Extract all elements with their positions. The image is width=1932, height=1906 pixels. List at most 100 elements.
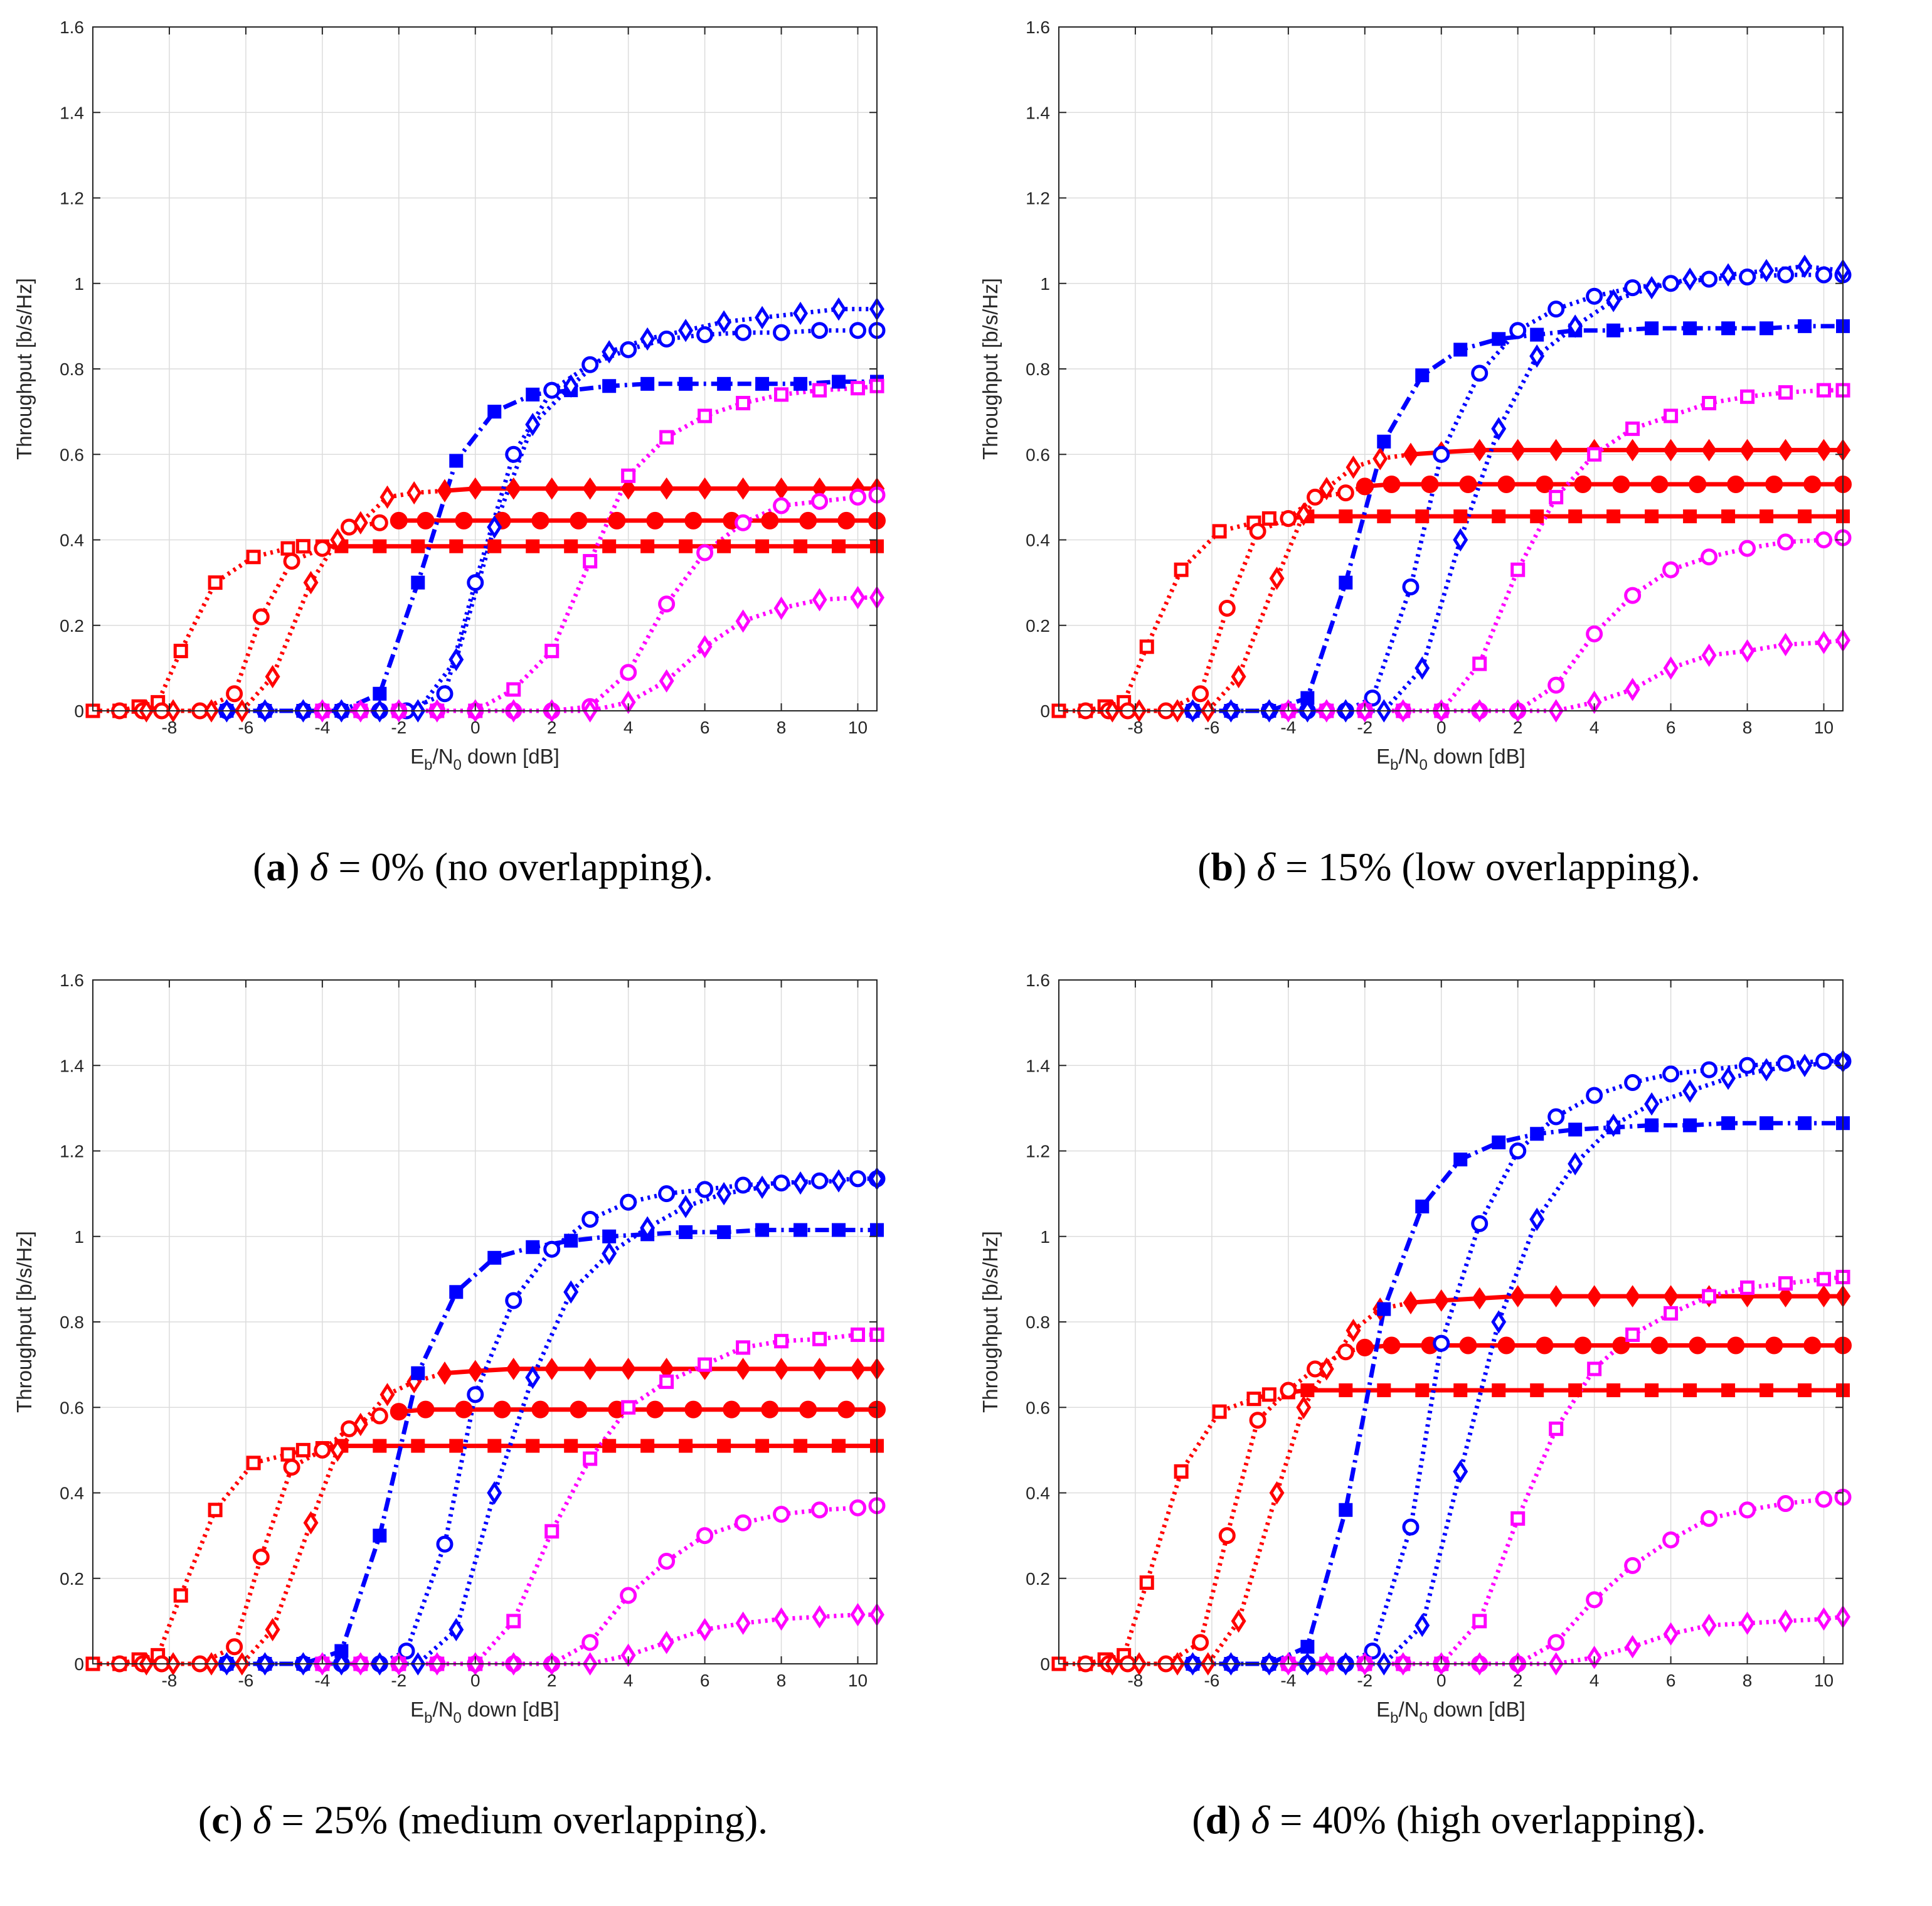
data-point-red-square-dotted (1174, 1464, 1189, 1479)
x-tick-label: 4 (1590, 718, 1600, 737)
data-point-magenta-square (1549, 489, 1564, 504)
caption-open: ( (252, 844, 267, 889)
data-point-blue-square (449, 1285, 464, 1299)
data-point-magenta-square (1702, 396, 1717, 410)
data-point-blue-square (1453, 1153, 1468, 1167)
data-point-magenta-circle (1586, 1591, 1603, 1609)
data-point-red-circle-dotted (252, 608, 270, 626)
data-point-blue-circle (436, 685, 454, 703)
x-tick-label: -8 (1127, 718, 1143, 737)
data-point-blue-circle (1509, 1142, 1527, 1159)
y-tick-label: 0 (1040, 1654, 1050, 1674)
data-point-blue-diamond (487, 515, 502, 539)
data-point-blue-diamond (1759, 1058, 1775, 1082)
x-tick-label: 2 (547, 718, 557, 737)
x-tick-label: -2 (391, 1671, 406, 1690)
data-point-red-diamond-dotted (1269, 567, 1285, 590)
data-point-blue-square (1530, 1127, 1544, 1141)
data-point-magenta-circle (620, 1587, 637, 1604)
x-label-part: E (1376, 1698, 1390, 1721)
data-point-red-circle-solid (1612, 1336, 1630, 1355)
data-point-magenta-square (1817, 1272, 1832, 1287)
data-point-magenta-square (774, 387, 789, 402)
data-point-blue-square (1339, 575, 1353, 590)
data-point-magenta-circle (811, 492, 829, 510)
data-point-magenta-circle (1815, 531, 1833, 548)
data-point-magenta-circle (696, 544, 714, 562)
data-point-magenta-square (1664, 1306, 1679, 1321)
series-line-magenta-circle (322, 492, 878, 713)
data-point-blue-diamond (1682, 1079, 1698, 1103)
x-label-part: down [dB] (462, 1698, 560, 1721)
data-point-blue-diamond (525, 1365, 541, 1390)
data-point-magenta-square (1472, 1614, 1487, 1629)
series-line-red-square-solid (1288, 1388, 1843, 1395)
data-point-magenta-diamond (1625, 678, 1640, 701)
x-tick-label: 10 (1814, 1671, 1834, 1690)
data-point-magenta-diamond (1778, 1609, 1793, 1633)
x-tick-label: -6 (238, 718, 253, 737)
data-point-red-diamond-solid (437, 1361, 453, 1385)
data-point-red-square-dotted (1139, 639, 1154, 654)
data-point-blue-circle (1547, 1108, 1565, 1126)
data-point-red-circle-solid (1765, 1336, 1783, 1355)
data-point-magenta-diamond (850, 585, 866, 610)
data-point-red-circle-dotted (1192, 1634, 1209, 1651)
data-point-magenta-circle (1624, 1557, 1642, 1574)
caption-desc: (high overlapping). (1396, 1797, 1706, 1842)
data-point-blue-diamond (678, 319, 694, 343)
caption-equals: = (281, 1797, 304, 1842)
data-point-red-diamond-solid (1510, 439, 1526, 462)
data-point-red-square-solid (717, 1439, 731, 1453)
data-point-red-diamond-solid (1739, 439, 1755, 462)
data-point-blue-square (449, 454, 464, 468)
data-point-red-circle-solid (1574, 1336, 1592, 1355)
chart-b: -8 -6 -4 -2 0 2 4 6 8 10 0 0.2 0.4 0.6 0.8 1 1.2 1.4 1.6 Eb… (979, 18, 1852, 774)
data-point-blue-circle (1586, 1087, 1603, 1104)
data-point-blue-circle (1433, 445, 1450, 463)
data-point-red-square-dotted (208, 1503, 223, 1518)
data-point-red-circle-dotted (1280, 509, 1297, 527)
data-point-blue-square (1377, 1302, 1391, 1316)
data-point-magenta-square (812, 383, 827, 398)
data-point-red-diamond-solid (544, 477, 560, 500)
data-point-red-diamond-solid (1816, 439, 1832, 462)
data-point-red-circle-dotted (1280, 1382, 1297, 1399)
data-point-red-circle-dotted (371, 514, 388, 531)
data-point-red-circle-solid (1727, 475, 1745, 493)
data-point-blue-diamond (678, 1195, 694, 1218)
caption-letter: d (1205, 1797, 1228, 1842)
data-point-magenta-circle (658, 1553, 676, 1570)
x-tick-label: 10 (1814, 718, 1834, 737)
data-point-magenta-square (1510, 562, 1526, 577)
data-point-red-circle-solid (1356, 477, 1374, 496)
data-point-magenta-circle (1547, 1634, 1565, 1651)
series-line-magenta-square (1288, 1275, 1844, 1666)
data-point-red-circle-solid (1650, 475, 1669, 493)
data-point-red-diamond-solid (1663, 1285, 1679, 1307)
caption-percent: % (354, 1797, 388, 1842)
data-point-magenta-diamond (1701, 1614, 1717, 1637)
data-point-red-diamond-dotted (1372, 447, 1388, 471)
data-point-red-diamond-solid (620, 1358, 636, 1380)
data-point-red-square-solid (1300, 1383, 1315, 1397)
data-point-blue-circle (1624, 1074, 1642, 1091)
data-point-red-diamond-solid (697, 477, 713, 500)
data-point-red-square-solid (1798, 1383, 1812, 1397)
data-point-red-circle-solid (799, 511, 817, 530)
data-point-magenta-square (698, 1357, 713, 1372)
data-point-magenta-diamond (659, 669, 674, 693)
x-tick-label: -4 (1280, 718, 1296, 737)
data-point-blue-diamond (1453, 1459, 1468, 1484)
data-point-magenta-square (1778, 1276, 1793, 1291)
data-point-red-circle-solid (1689, 475, 1707, 493)
data-point-red-circle-solid (1536, 1336, 1554, 1355)
data-point-red-square-dotted (280, 541, 295, 556)
data-point-blue-square (717, 376, 731, 391)
data-point-red-square-solid (1798, 509, 1812, 524)
y-tick-label: 0.4 (60, 1484, 84, 1503)
data-point-blue-square (1453, 343, 1468, 357)
x-tick-label: 8 (777, 1671, 787, 1690)
data-point-blue-diamond (1721, 1067, 1736, 1090)
x-tick-label: 10 (848, 718, 868, 737)
